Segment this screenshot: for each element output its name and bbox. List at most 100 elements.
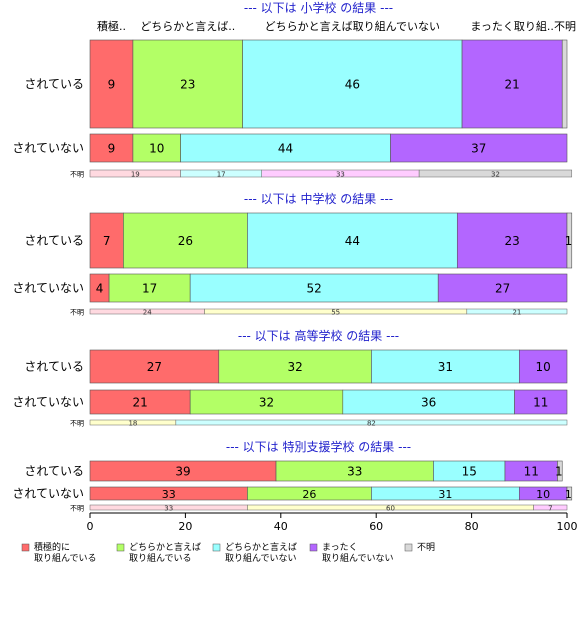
bar-segment bbox=[371, 349, 520, 384]
legend-label: まったく取り組んでいない bbox=[322, 542, 394, 564]
bar-value-label: 27 bbox=[147, 360, 162, 374]
row-label: されている bbox=[24, 360, 84, 374]
unknown-row-label: 不明 bbox=[70, 171, 84, 179]
legend-swatch bbox=[21, 543, 30, 552]
bar-segment bbox=[461, 39, 563, 129]
bar-value-label: 23 bbox=[505, 234, 520, 248]
legend-swatch bbox=[212, 543, 221, 552]
bar-segment bbox=[89, 39, 134, 129]
panel-title: --- 以下は 中学校 の結果 --- bbox=[244, 191, 393, 206]
column-label: どちらかと言えば.. bbox=[140, 20, 235, 33]
bar-segment bbox=[437, 273, 568, 303]
panel-title: --- 以下は 小学校 の結果 --- bbox=[244, 0, 393, 15]
bar-value-label: 44 bbox=[278, 142, 293, 156]
bar-value-label: 4 bbox=[96, 282, 104, 296]
bar-value-label: 15 bbox=[462, 465, 477, 479]
bar-segment bbox=[242, 39, 463, 129]
unknown-value-label: 21 bbox=[512, 309, 521, 317]
unknown-bar-segment bbox=[466, 308, 568, 315]
bar-segment bbox=[218, 349, 372, 384]
x-tick-label: 0 bbox=[87, 520, 94, 533]
bar-segment bbox=[89, 133, 134, 163]
bar-segment bbox=[247, 212, 458, 269]
x-tick-label: 40 bbox=[274, 520, 288, 533]
bar-segment bbox=[566, 486, 573, 501]
unknown-value-label: 19 bbox=[131, 171, 140, 179]
bar-value-label: 23 bbox=[180, 78, 195, 92]
bar-value-label: 44 bbox=[345, 234, 360, 248]
bar-segment bbox=[514, 389, 568, 415]
bar-segment bbox=[89, 349, 220, 384]
column-label: どちらかと言えば取り組んでいない bbox=[265, 20, 440, 33]
bar-segment bbox=[180, 133, 391, 163]
bar-value-label: 36 bbox=[421, 396, 436, 410]
unknown-bar-segment bbox=[533, 504, 568, 511]
bar-segment bbox=[108, 273, 191, 303]
bar-value-label: 10 bbox=[536, 488, 550, 501]
unknown-value-label: 33 bbox=[336, 171, 345, 179]
bar-segment bbox=[561, 39, 568, 129]
bar-value-label: 1 bbox=[555, 465, 563, 479]
bar-value-label: 32 bbox=[287, 360, 302, 374]
legend-swatch bbox=[404, 543, 413, 552]
bar-value-label: 31 bbox=[438, 488, 452, 501]
row-label: されていない bbox=[12, 395, 84, 409]
bar-value-label: 32 bbox=[259, 396, 274, 410]
bar-segment bbox=[89, 389, 191, 415]
unknown-value-label: 18 bbox=[128, 420, 137, 428]
bar-value-label: 21 bbox=[505, 78, 520, 92]
bar-segment bbox=[132, 133, 181, 163]
panel-title: --- 以下は 特別支援学校 の結果 --- bbox=[226, 439, 411, 454]
bar-value-label: 17 bbox=[142, 282, 157, 296]
column-label: 不明 bbox=[554, 20, 576, 33]
unknown-row-label: 不明 bbox=[70, 505, 84, 513]
legend-swatch bbox=[309, 543, 318, 552]
bar-segment bbox=[557, 460, 563, 482]
bar-value-label: 33 bbox=[162, 488, 176, 501]
row-label: されている bbox=[24, 464, 84, 478]
unknown-value-label: 33 bbox=[164, 505, 173, 513]
bar-value-label: 52 bbox=[307, 282, 322, 296]
row-label: されていない bbox=[12, 281, 84, 295]
bar-value-label: 27 bbox=[495, 282, 510, 296]
bar-value-label: 11 bbox=[533, 396, 548, 410]
row-label: されていない bbox=[12, 487, 84, 501]
unknown-bar-segment bbox=[418, 169, 573, 178]
unknown-value-label: 60 bbox=[386, 505, 395, 513]
bar-value-label: 9 bbox=[108, 142, 116, 156]
unknown-value-label: 82 bbox=[367, 420, 376, 428]
row-label: されている bbox=[24, 77, 84, 91]
legend-label: どちらかと言えば取り組んでいる bbox=[129, 541, 201, 564]
bar-value-label: 21 bbox=[132, 396, 147, 410]
bar-value-label: 1 bbox=[565, 234, 573, 248]
bar-value-label: 9 bbox=[108, 78, 116, 92]
unknown-row-label: 不明 bbox=[70, 420, 84, 428]
bar-segment bbox=[566, 212, 573, 269]
bar-segment bbox=[390, 133, 568, 163]
bar-segment bbox=[518, 349, 568, 384]
unknown-value-label: 17 bbox=[217, 171, 226, 179]
bar-value-label: 31 bbox=[438, 360, 453, 374]
bar-segment bbox=[189, 389, 344, 415]
x-tick-label: 20 bbox=[178, 520, 192, 533]
bar-value-label: 37 bbox=[471, 142, 486, 156]
bar-segment bbox=[189, 273, 439, 303]
unknown-value-label: 24 bbox=[143, 309, 152, 317]
unknown-value-label: 7 bbox=[548, 505, 552, 513]
row-label: されている bbox=[24, 234, 84, 248]
unknown-bar-segment bbox=[175, 419, 568, 426]
unknown-row-label: 不明 bbox=[70, 309, 84, 317]
x-tick-label: 60 bbox=[369, 520, 383, 533]
bar-segment bbox=[132, 39, 243, 129]
bar-value-label: 39 bbox=[175, 465, 190, 479]
panel-title: --- 以下は 高等学校 の結果 --- bbox=[238, 328, 399, 343]
unknown-value-label: 32 bbox=[491, 171, 500, 179]
bar-value-label: 46 bbox=[345, 78, 360, 92]
legend-swatch bbox=[116, 543, 125, 552]
column-label: まったく取り組.. bbox=[470, 20, 554, 33]
bar-segment bbox=[123, 212, 248, 269]
bar-value-label: 10 bbox=[536, 360, 551, 374]
x-tick-label: 80 bbox=[465, 520, 479, 533]
bar-value-label: 7 bbox=[103, 234, 111, 248]
